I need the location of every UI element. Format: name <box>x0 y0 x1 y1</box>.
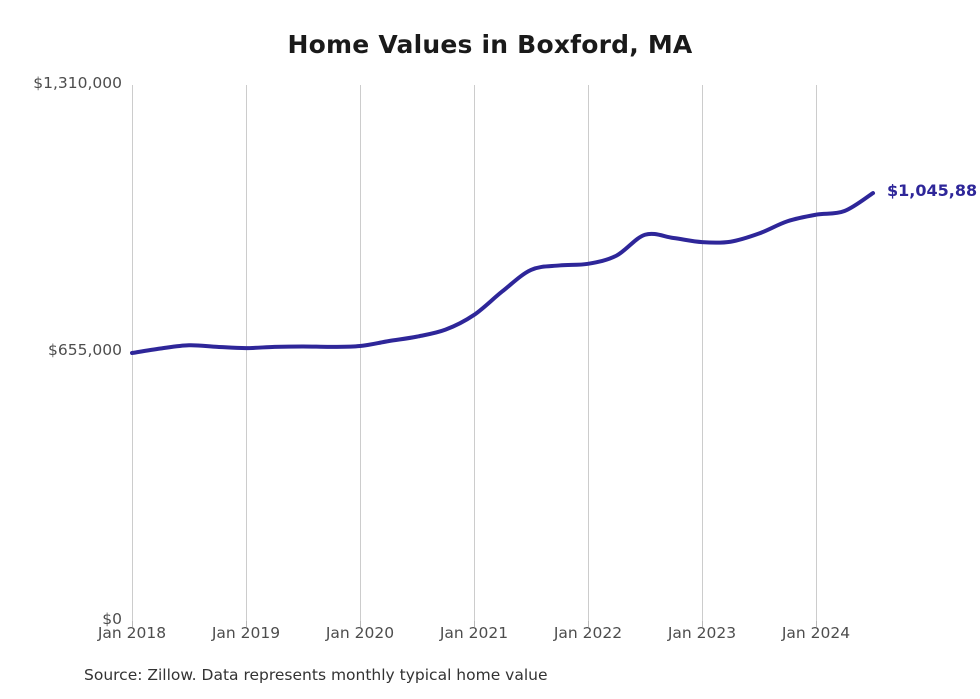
end-value-annotation: $1,045,88 <box>887 181 978 201</box>
x-axis-label-jan-2022: Jan 2022 <box>553 624 623 642</box>
x-axis-label-jan-2018: Jan 2018 <box>97 624 167 642</box>
y-axis-label-zero: $0 <box>102 610 122 628</box>
tickmark-jan-2023 <box>702 621 703 627</box>
y-axis-label-max: $1,310,000 <box>33 74 122 92</box>
gridline-jan-2021 <box>474 85 475 621</box>
chart-title: Home Values in Boxford, MA <box>287 30 693 59</box>
x-axis-label-jan-2024: Jan 2024 <box>781 624 851 642</box>
gridline-jan-2022 <box>588 85 589 621</box>
gridline-jan-2024 <box>816 85 817 621</box>
tickmark-jan-2024 <box>816 621 817 627</box>
x-axis-label-jan-2019: Jan 2019 <box>211 624 281 642</box>
tickmark-jan-2021 <box>474 621 475 627</box>
tickmark-jan-2018 <box>132 621 133 627</box>
tickmark-jan-2019 <box>246 621 247 627</box>
tickmark-jan-2020 <box>360 621 361 627</box>
home-value-series-line <box>130 191 875 355</box>
gridline-jan-2020 <box>360 85 361 621</box>
x-axis-label-jan-2021: Jan 2021 <box>439 624 509 642</box>
gridline-jan-2023 <box>702 85 703 621</box>
x-axis-label-jan-2020: Jan 2020 <box>325 624 395 642</box>
data-line-svg <box>130 191 875 355</box>
x-axis-label-jan-2023: Jan 2023 <box>667 624 737 642</box>
source-note: Source: Zillow. Data represents monthly … <box>84 666 548 684</box>
tickmark-jan-2022 <box>588 621 589 627</box>
y-axis-label-mid: $655,000 <box>48 341 122 359</box>
plot-area <box>130 85 930 627</box>
gridline-jan-2019 <box>246 85 247 621</box>
